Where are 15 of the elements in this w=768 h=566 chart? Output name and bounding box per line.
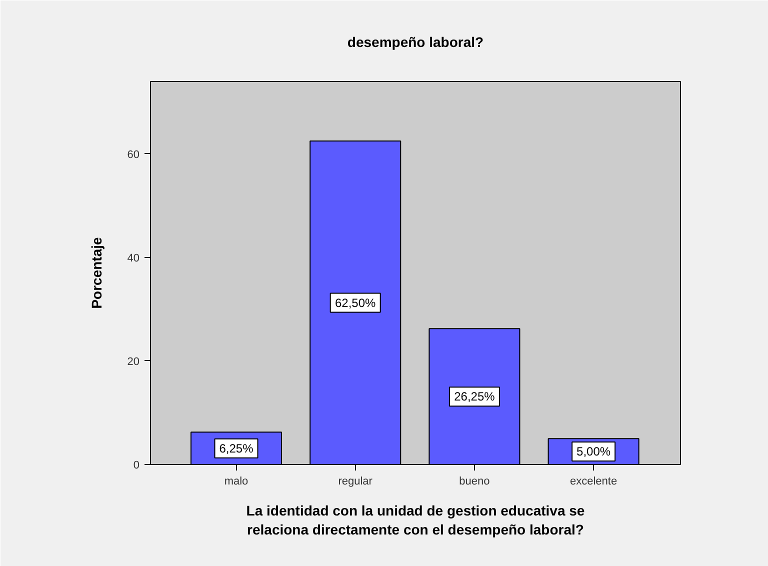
x-tick-label: excelente <box>570 476 618 488</box>
y-axis-title: Porcentaje <box>88 236 104 309</box>
y-tick-label: 40 <box>127 252 140 264</box>
y-tick-label: 20 <box>127 356 140 368</box>
x-axis-title: La identidad con la unidad de gestion educativa se relaciona directamente con el desempeño laboral? <box>246 502 585 538</box>
chart-title: desempeño laboral? <box>347 34 484 50</box>
data-label: 62,50% <box>335 296 376 310</box>
x-tick-label: malo <box>224 476 248 488</box>
x-tick-label: regular <box>338 476 373 488</box>
x-tick-label: bueno <box>459 476 490 488</box>
y-tick-label: 0 <box>133 460 140 472</box>
data-label: 5,00% <box>576 444 611 459</box>
data-label: 6,25% <box>219 441 254 456</box>
y-tick-label: 60 <box>127 148 140 161</box>
data-label: 26,25% <box>454 390 496 404</box>
